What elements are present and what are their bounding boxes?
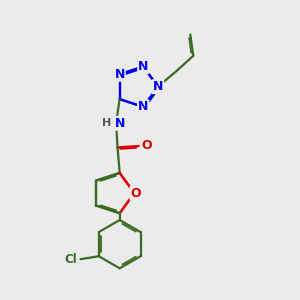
Text: H: H — [102, 118, 111, 128]
Text: N: N — [138, 60, 148, 73]
Text: Cl: Cl — [65, 253, 77, 266]
Text: N: N — [114, 68, 125, 81]
Text: O: O — [130, 187, 141, 200]
Text: N: N — [138, 100, 148, 113]
Text: N: N — [153, 80, 163, 93]
Text: N: N — [115, 117, 126, 130]
Text: O: O — [142, 140, 152, 152]
